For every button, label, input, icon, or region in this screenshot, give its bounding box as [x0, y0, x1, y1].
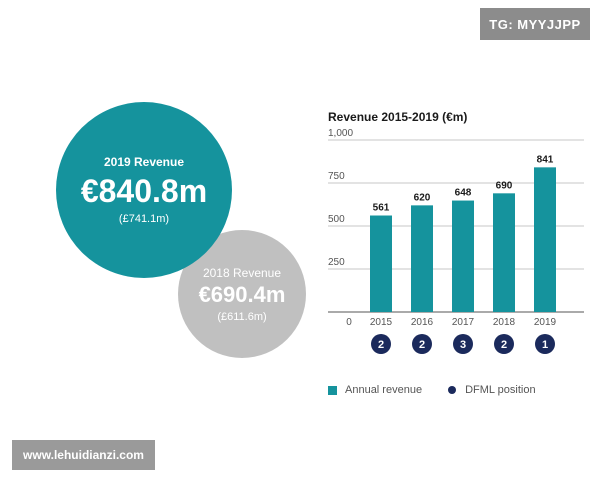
y-tick-label: 0: [346, 317, 352, 328]
x-tick-label-2019: 2019: [534, 317, 557, 328]
position-dot-2017: [453, 334, 473, 354]
x-tick-label-2015: 2015: [370, 317, 393, 328]
position-label-2015: 2: [378, 339, 384, 351]
position-label-2019: 1: [542, 339, 548, 351]
data-label-2015: 561: [373, 203, 390, 214]
position-dot-2015: [371, 334, 391, 354]
legend-annual-revenue-label: Annual revenue: [345, 384, 423, 396]
bar-2015: [370, 215, 392, 312]
data-label-2017: 648: [455, 188, 472, 199]
revenue-2018-gbp: (£611.6m): [217, 310, 267, 323]
x-tick-label-2016: 2016: [411, 317, 434, 328]
x-tick-label-2017: 2017: [452, 317, 475, 328]
revenue-2019-gbp: (£741.1m): [118, 213, 170, 225]
top-tag: TG: MYYJJPP: [480, 8, 590, 40]
position-label-2018: 2: [501, 339, 507, 351]
bar-2017: [452, 200, 474, 312]
y-tick-label: 500: [328, 214, 345, 225]
revenue-2018-circle: 2018 Revenue €690.4m (£611.6m): [178, 230, 306, 358]
position-label-2017: 3: [460, 339, 466, 351]
legend-bar-swatch: [328, 385, 337, 395]
position-dot-2019: [535, 334, 555, 354]
revenue-2018-label: 2018 Revenue: [202, 265, 282, 280]
bar-2016: [411, 205, 433, 312]
legend-dfml-position: DFML position: [448, 384, 536, 396]
x-tick-label-2018: 2018: [493, 317, 516, 328]
revenue-2019-value: €840.8m: [80, 173, 208, 209]
chart-title: Revenue 2015-2019 (€m): [328, 110, 468, 124]
chart-legend: Annual revenue DFML position: [328, 384, 562, 396]
legend-annual-revenue: Annual revenue: [328, 384, 422, 396]
position-label-2016: 2: [419, 339, 425, 351]
revenue-2019-label: 2019 Revenue: [103, 155, 185, 169]
y-tick-label: 250: [328, 257, 345, 268]
revenue-2018-value: €690.4m: [198, 281, 286, 307]
position-dot-2018: [494, 334, 514, 354]
revenue-2019-circle: 2019 Revenue €840.8m (£741.1m): [56, 102, 232, 278]
data-label-2016: 620: [414, 192, 431, 203]
legend-dfml-position-label: DFML position: [465, 384, 536, 396]
y-tick-label: 750: [328, 171, 345, 182]
watermark: www.lehuidianzi.com: [12, 440, 155, 470]
legend-dot-swatch: [448, 386, 457, 394]
bar-2019: [534, 167, 556, 312]
data-label-2019: 841: [537, 154, 554, 165]
position-dot-2016: [412, 334, 432, 354]
y-tick-label: 1,000: [328, 128, 353, 139]
bar-2018: [493, 193, 515, 312]
data-label-2018: 690: [496, 180, 513, 191]
